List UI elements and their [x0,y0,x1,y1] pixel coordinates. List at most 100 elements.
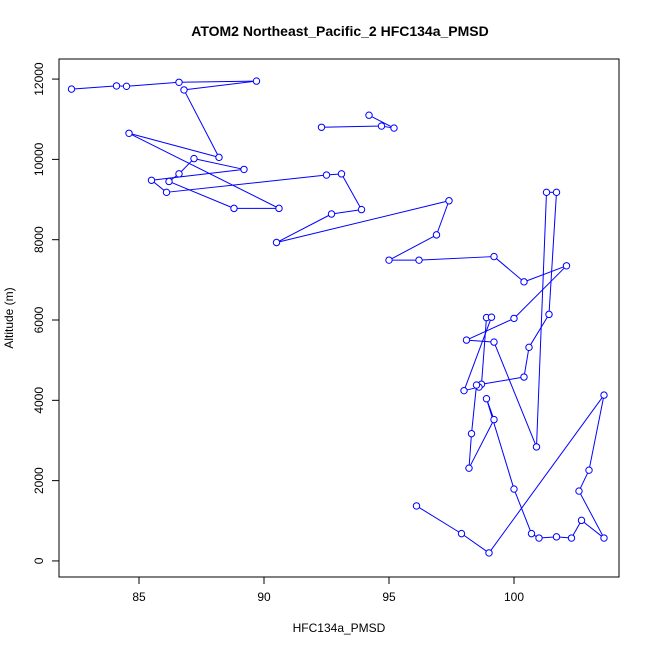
data-point [525,343,533,352]
series-segment [461,533,490,554]
series-segment [536,192,547,447]
series-segment [548,192,557,315]
data-point [122,82,131,91]
data-point [162,188,171,197]
data-point [390,124,398,132]
series-segment [468,433,472,469]
data-point [542,188,551,197]
data-point [527,529,536,538]
data-point [490,415,498,424]
data-point [67,85,76,93]
data-point [577,516,586,525]
series-segment [276,200,450,243]
data-point [180,86,188,94]
series-segment [513,265,567,319]
series-segment [183,89,220,158]
y-axis-label: Altitude (m) [2,287,16,348]
y-tick-label: 2000 [32,467,46,494]
data-point [337,170,346,178]
series-segment [388,234,437,261]
y-tick-label: 12000 [32,62,46,96]
series-segment [481,317,487,385]
data-point [252,77,261,85]
series-segment [436,200,450,236]
data-point [412,502,421,510]
data-point [520,373,528,381]
series-segment [468,419,495,469]
y-tick-label: 10000 [32,142,46,176]
data-point [432,231,441,239]
x-tick-label: 100 [504,590,524,604]
data-point [190,154,198,163]
data-point [275,204,283,213]
data-point [457,529,466,538]
data-point [585,466,593,474]
data-point [510,485,518,493]
data-point [482,395,491,403]
data-point [562,262,571,270]
data-point [240,165,248,174]
data-point [465,464,473,472]
series-segment [193,158,245,170]
data-point [445,197,453,205]
data-point [385,256,393,264]
data-point [147,176,156,184]
x-tick-label: 85 [132,590,146,604]
series-2 [317,111,398,132]
data-point [535,534,543,542]
data-point [322,171,331,179]
series-segment [416,505,462,535]
y-tick-label: 4000 [32,387,46,414]
series-segment [581,519,605,539]
series-segment [128,132,220,158]
series-segment [466,317,515,341]
series-segment [321,125,382,128]
data-point [230,204,238,213]
series-segment [178,80,257,83]
data-point [125,129,133,137]
series-segment [578,469,590,492]
data-point [552,188,561,197]
series-segment [481,376,525,385]
data-point [357,205,366,214]
data-point [377,122,386,130]
series-segment [471,385,477,434]
series-1 [67,77,608,557]
series-segment [493,341,537,448]
series-segment [488,394,605,554]
series-segment [466,339,495,343]
x-tick-label: 95 [382,590,396,604]
data-point [600,391,608,399]
series-segment [276,213,332,243]
data-point [272,238,281,247]
series-segment [493,256,525,283]
data-point [215,153,223,162]
data-point [510,314,518,323]
series-segment [523,347,530,378]
data-point [327,210,336,218]
data-point [112,82,121,90]
y-axis: 0 2000 4000 6000 8000 10000 12000 [32,62,60,564]
data-point [462,336,471,344]
data-point [575,487,583,495]
data-point [485,549,493,557]
data-point [567,534,576,542]
data-point [415,256,423,264]
data-point [467,429,476,438]
y-tick-label: 8000 [32,226,46,253]
series-segment [463,317,492,391]
data-point [472,381,481,389]
data-point [490,252,498,261]
series-segment [486,398,515,490]
data-point [490,338,498,346]
x-axis-label: HFC134a_PMSD [293,621,386,635]
data-point [545,310,553,319]
data-point [532,443,541,451]
chart-title: ATOM2 Northeast_Pacific_2 HFC134a_PMSD [191,23,488,39]
series-segment [523,265,567,283]
data-point [175,170,183,178]
data-point [600,534,608,542]
series-segment [418,256,495,261]
